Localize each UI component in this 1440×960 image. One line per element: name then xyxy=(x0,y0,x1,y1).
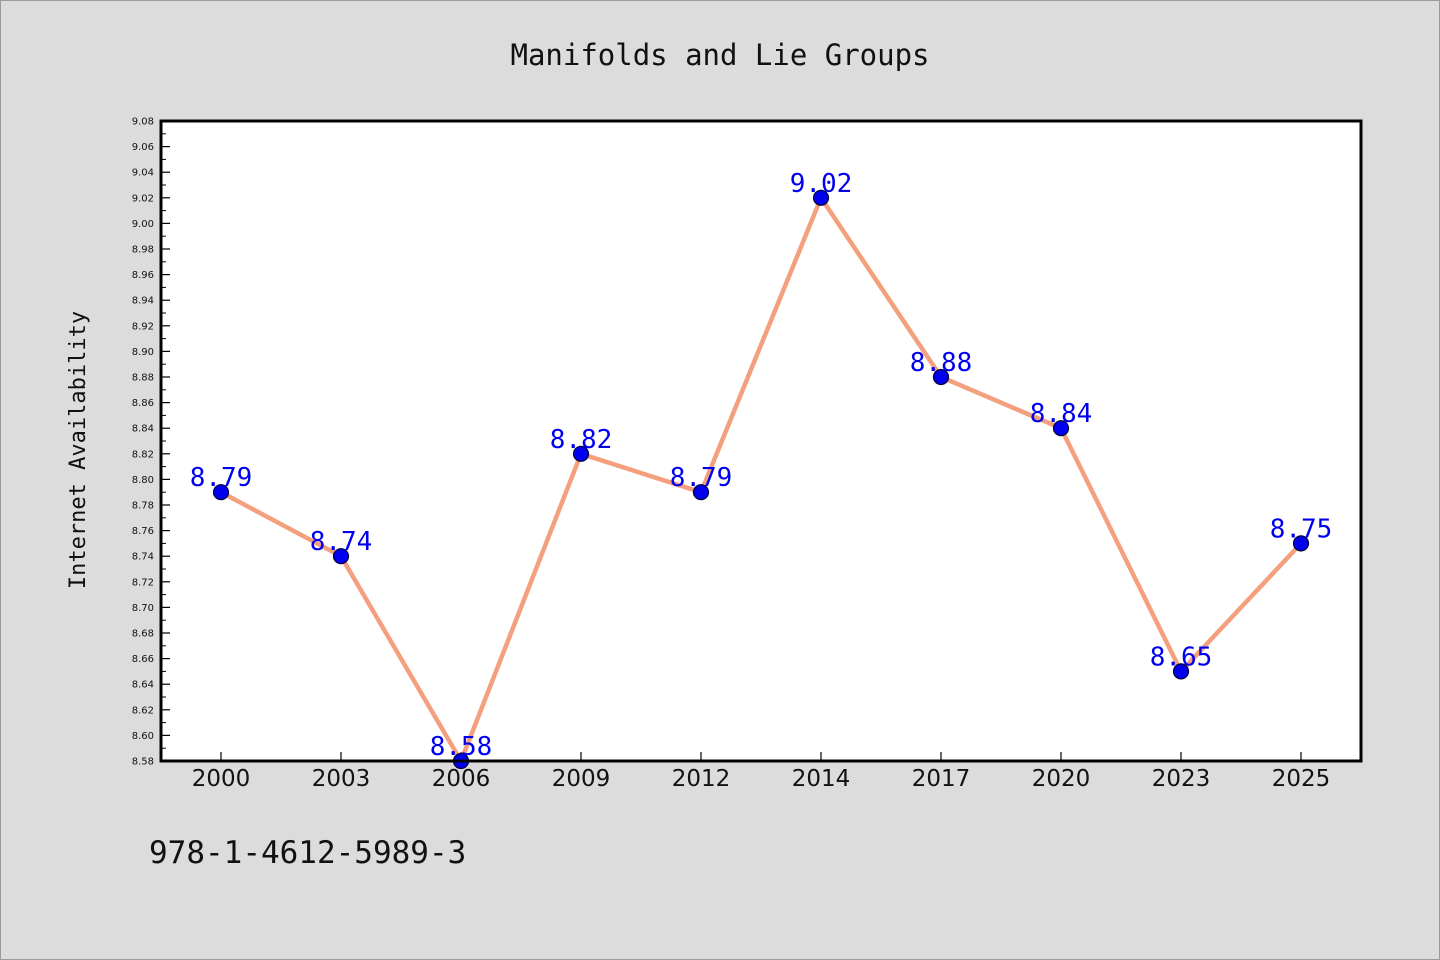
y-tick-label: 8.82 xyxy=(132,449,154,460)
x-tick-label: 2006 xyxy=(432,766,491,792)
data-point xyxy=(332,548,350,565)
data-point xyxy=(1292,535,1310,552)
y-tick-label: 9.06 xyxy=(132,142,154,153)
y-tick-label: 8.96 xyxy=(132,270,154,281)
x-tick-label: 2017 xyxy=(912,766,971,792)
x-tick-label: 2000 xyxy=(192,766,251,792)
y-axis-label: Internet Availability xyxy=(66,311,91,589)
y-tick-label: 8.84 xyxy=(132,424,154,435)
data-label: 8.65 xyxy=(1150,642,1213,672)
data-point xyxy=(212,484,230,501)
data-label-layer: 8.79 8.74 8.58 8.82 8.79 9.02 8.88 8.84 8.65 8.75 xyxy=(190,169,1333,762)
y-tick-label: 8.98 xyxy=(132,245,154,256)
y-tick-label: 8.86 xyxy=(132,398,154,409)
data-point xyxy=(1172,663,1190,680)
isbn-footer: 978-1-4612-5989-3 xyxy=(149,835,467,871)
y-tick-label: 8.88 xyxy=(132,373,154,384)
y-tick-label: 9.00 xyxy=(132,219,154,230)
series-layer xyxy=(218,195,1304,764)
data-label: 8.79 xyxy=(670,463,733,493)
y-tick-label: 8.80 xyxy=(132,475,154,486)
data-label: 8.74 xyxy=(310,527,373,557)
x-tick-label: 2012 xyxy=(672,766,731,792)
data-point xyxy=(1052,420,1070,437)
y-tick-label: 8.58 xyxy=(132,757,154,768)
data-label: 8.88 xyxy=(910,348,973,378)
x-tick-label: 2025 xyxy=(1272,766,1331,792)
y-tick-label: 9.04 xyxy=(132,168,154,179)
y-tick-label: 8.68 xyxy=(132,629,154,640)
y-tick-label: 8.94 xyxy=(132,296,154,307)
plot-area xyxy=(161,121,1361,761)
marker-layer xyxy=(212,189,1310,770)
y-tick-label: 8.90 xyxy=(132,347,154,358)
x-tick-label: 2023 xyxy=(1152,766,1211,792)
data-point xyxy=(812,189,830,206)
x-tick-label: 2009 xyxy=(552,766,611,792)
data-label: 8.75 xyxy=(1270,514,1333,544)
plot-frame xyxy=(159,119,1363,763)
data-point xyxy=(572,445,590,462)
y-tick-label: 8.70 xyxy=(132,603,154,614)
y-tick-label: 9.02 xyxy=(132,193,154,204)
y-tick-label: 8.78 xyxy=(132,501,154,512)
data-label: 8.84 xyxy=(1030,399,1093,429)
y-tick-label: 8.74 xyxy=(132,552,154,563)
data-label: 9.02 xyxy=(790,169,853,199)
series-line xyxy=(218,195,1304,764)
y-tick-label: 8.60 xyxy=(132,731,154,742)
y-tick-label: 8.92 xyxy=(132,321,154,332)
chart-title: Manifolds and Lie Groups xyxy=(510,38,929,72)
y-tick-label: 8.64 xyxy=(132,680,154,691)
y-tick-label: 9.08 xyxy=(132,117,154,128)
data-label: 8.79 xyxy=(190,463,253,493)
x-axis: 2000 2003 2006 2009 2012 2014 2017 2020 2023 2025 xyxy=(192,752,1331,792)
y-tick-label: 8.76 xyxy=(132,526,154,537)
x-tick-label: 2020 xyxy=(1032,766,1091,792)
data-label: 8.58 xyxy=(430,732,493,762)
y-tick-label: 8.72 xyxy=(132,577,154,588)
data-point xyxy=(692,484,710,501)
x-tick-label: 2014 xyxy=(792,766,851,792)
y-tick-label: 8.66 xyxy=(132,654,154,665)
x-tick-label: 2003 xyxy=(312,766,371,792)
data-point xyxy=(932,368,950,386)
y-tick-label: 8.62 xyxy=(132,705,154,716)
data-label: 8.82 xyxy=(550,425,613,455)
